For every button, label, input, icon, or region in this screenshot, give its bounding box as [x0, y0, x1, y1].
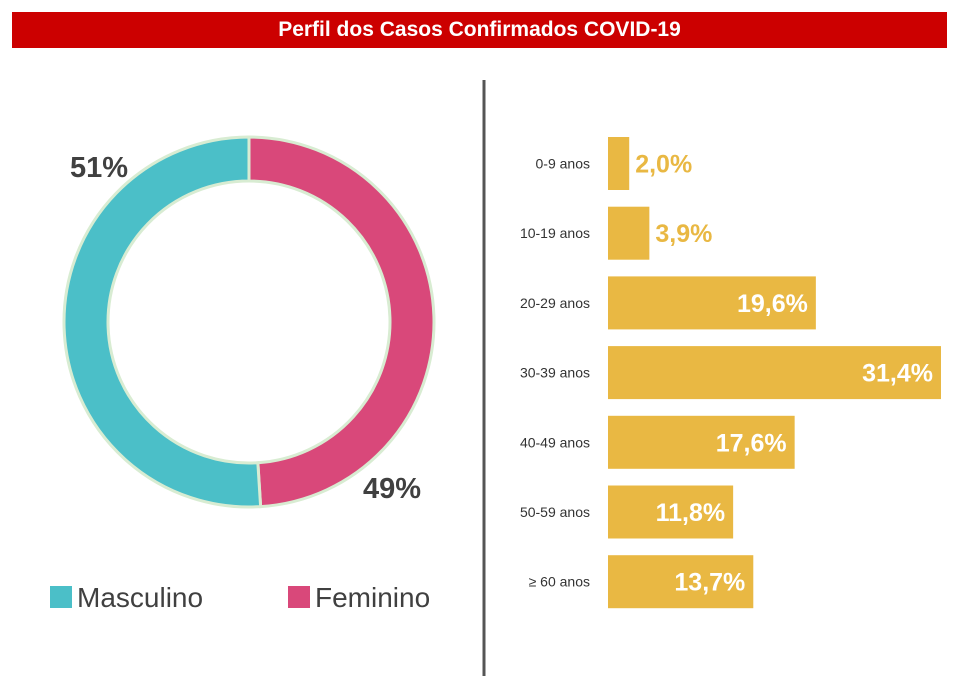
gender-legend: Masculino Feminino	[50, 582, 430, 613]
age-bar	[608, 485, 734, 539]
age-bar	[608, 206, 650, 260]
age-bar-chart: 0-9 anos 2,0% 10-19 anos 3,9% 20-29 anos 19,6…	[520, 137, 941, 609]
age-bar-value-label: 2,0%	[635, 151, 692, 179]
legend-swatch-masculino	[50, 586, 72, 608]
legend-label-masculino: Masculino	[77, 582, 203, 613]
age-category-label: 40-49 anos	[520, 434, 590, 450]
age-bar-value-label: 31,4%	[862, 360, 933, 388]
age-category-label: 10-19 anos	[520, 225, 590, 241]
age-category-label: 0-9 anos	[536, 156, 590, 172]
age-bar-value-label: 11,8%	[656, 499, 726, 527]
age-bar-value-label: 3,9%	[655, 220, 712, 248]
age-bar	[608, 415, 795, 469]
age-bar	[608, 137, 630, 190]
legend-swatch-feminino	[288, 586, 310, 608]
donut-label-masculino: 51%	[70, 152, 128, 184]
age-bar	[608, 276, 816, 330]
donut-slice-masculino	[62, 135, 263, 509]
age-bar	[608, 555, 754, 609]
gender-donut-chart: 51% 49%	[62, 135, 436, 509]
age-category-label: ≥ 60 anos	[529, 574, 590, 590]
legend-label-feminino: Feminino	[315, 582, 430, 613]
age-category-label: 20-29 anos	[520, 295, 590, 311]
donut-label-feminino: 49%	[363, 473, 421, 505]
age-bar-value-label: 17,6%	[716, 429, 787, 457]
age-bar-value-label: 19,6%	[737, 290, 808, 318]
age-category-label: 50-59 anos	[520, 504, 590, 520]
donut-slice-feminino	[247, 135, 436, 509]
age-bar	[608, 346, 941, 400]
page-title: Perfil dos Casos Confirmados COVID-19	[12, 12, 947, 48]
age-bar-value-label: 13,7%	[674, 569, 745, 597]
age-category-label: 30-39 anos	[520, 365, 590, 381]
